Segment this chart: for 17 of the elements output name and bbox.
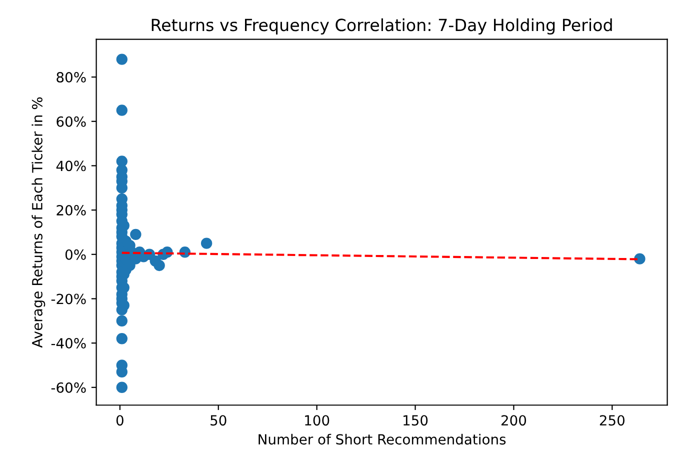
x-tick-label: 150 bbox=[404, 415, 428, 426]
y-tick-label: 0% bbox=[65, 249, 86, 260]
y-tick-label: -20% bbox=[51, 294, 86, 304]
x-tick-label: 50 bbox=[210, 415, 226, 426]
x-tick-label: 200 bbox=[501, 415, 526, 426]
chart-title: Returns vs Frequency Correlation: 7-Day Holding Period bbox=[152, 18, 612, 34]
y-tick-label: 20% bbox=[56, 205, 86, 216]
x-tick-label: 250 bbox=[600, 415, 624, 426]
x-tick-label: 0 bbox=[116, 415, 124, 426]
x-axis-title: Number of Short Recommendations bbox=[258, 434, 506, 445]
y-tick-label: 80% bbox=[56, 72, 86, 83]
y-tick-label: 40% bbox=[56, 160, 86, 172]
y-tick-label: -40% bbox=[51, 338, 86, 349]
y-axis-title: Average Returns of Each Ticker in % bbox=[32, 97, 46, 348]
y-tick-label: 60% bbox=[56, 116, 86, 127]
x-tick-label: 100 bbox=[305, 415, 330, 426]
y-tick-label: -60% bbox=[51, 382, 86, 393]
